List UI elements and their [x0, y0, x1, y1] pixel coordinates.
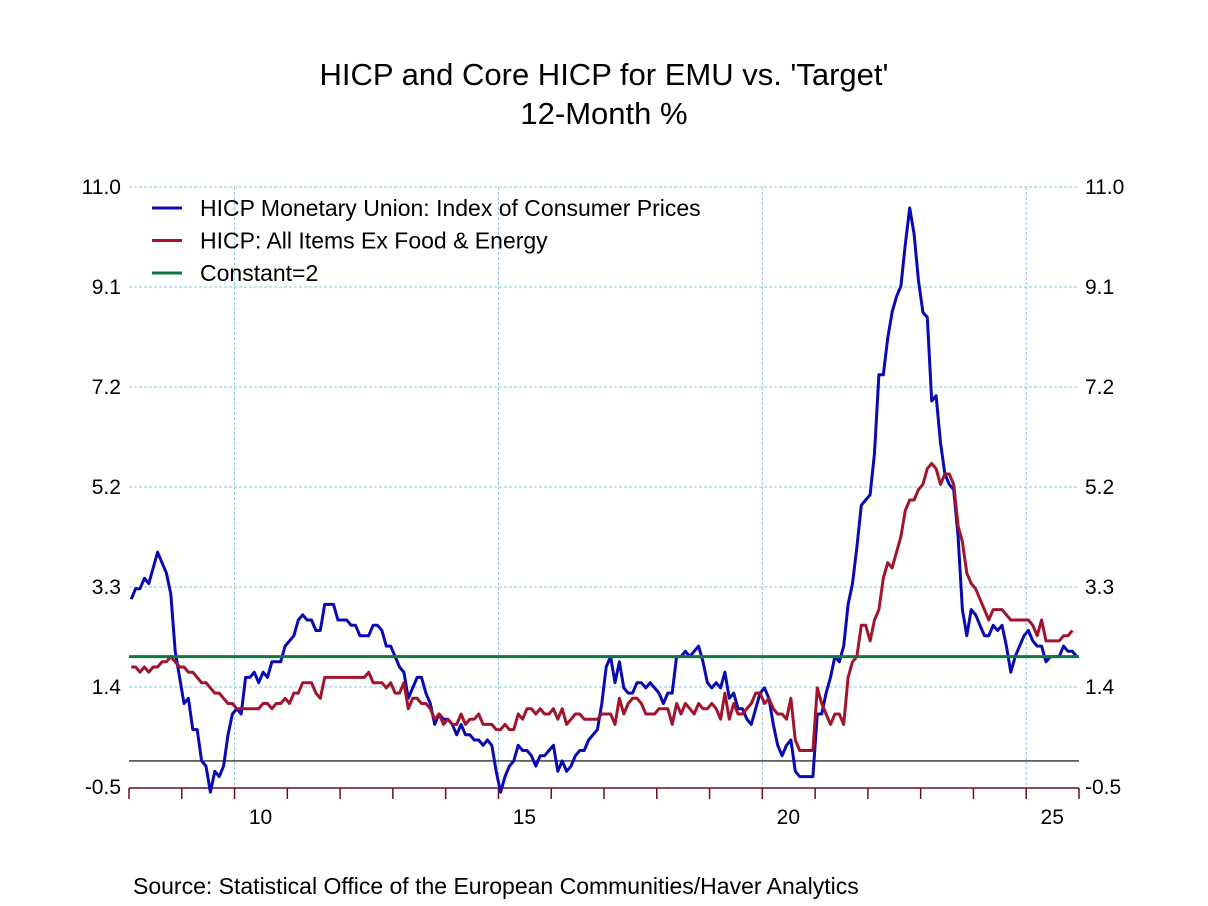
chart-title: HICP and Core HICP for EMU vs. 'Target': [320, 57, 889, 92]
x-tick-label: 15: [513, 806, 536, 829]
y-tick-label-left: 5.2: [92, 476, 121, 499]
series-line-1: [131, 462, 1074, 752]
y-tick-label-right: -0.5: [1085, 776, 1121, 799]
x-tick-label: 10: [249, 806, 272, 829]
y-tick-label-right: 3.3: [1085, 576, 1114, 599]
legend-label: HICP: All Items Ex Food & Energy: [200, 228, 548, 254]
y-tick-label-left: 1.4: [92, 676, 122, 699]
series-line-0: [129, 206, 1078, 794]
series-lines: [129, 206, 1079, 794]
y-tick-label-left: -0.5: [85, 776, 121, 799]
x-tick-label: 25: [1041, 806, 1064, 829]
y-tick-label-right: 5.2: [1085, 476, 1114, 499]
axes: 11.0 11.0 9.1 9.1 7.2 7.2 5.2 5.2 3.3 3.3 1.4 1.4 -0…: [82, 176, 1125, 829]
x-tick-label: 20: [777, 806, 800, 829]
legend-label: HICP Monetary Union: Index of Consumer P…: [200, 195, 701, 221]
y-tick-label-left: 3.3: [92, 576, 121, 599]
source-note: Source: Statistical Office of the Europe…: [133, 873, 859, 899]
y-tick-label-left: 11.0: [82, 176, 121, 199]
y-tick-label-right: 7.2: [1085, 376, 1114, 399]
chart-subtitle: 12-Month %: [520, 96, 687, 131]
legend: HICP Monetary Union: Index of Consumer P…: [152, 195, 701, 286]
legend-label: Constant=2: [200, 260, 318, 286]
y-tick-label-left: 7.2: [92, 376, 121, 399]
y-tick-label-right: 1.4: [1085, 676, 1115, 699]
y-tick-label-left: 9.1: [92, 276, 121, 299]
y-tick-label-right: 9.1: [1085, 276, 1114, 299]
y-tick-label-right: 11.0: [1085, 176, 1124, 199]
